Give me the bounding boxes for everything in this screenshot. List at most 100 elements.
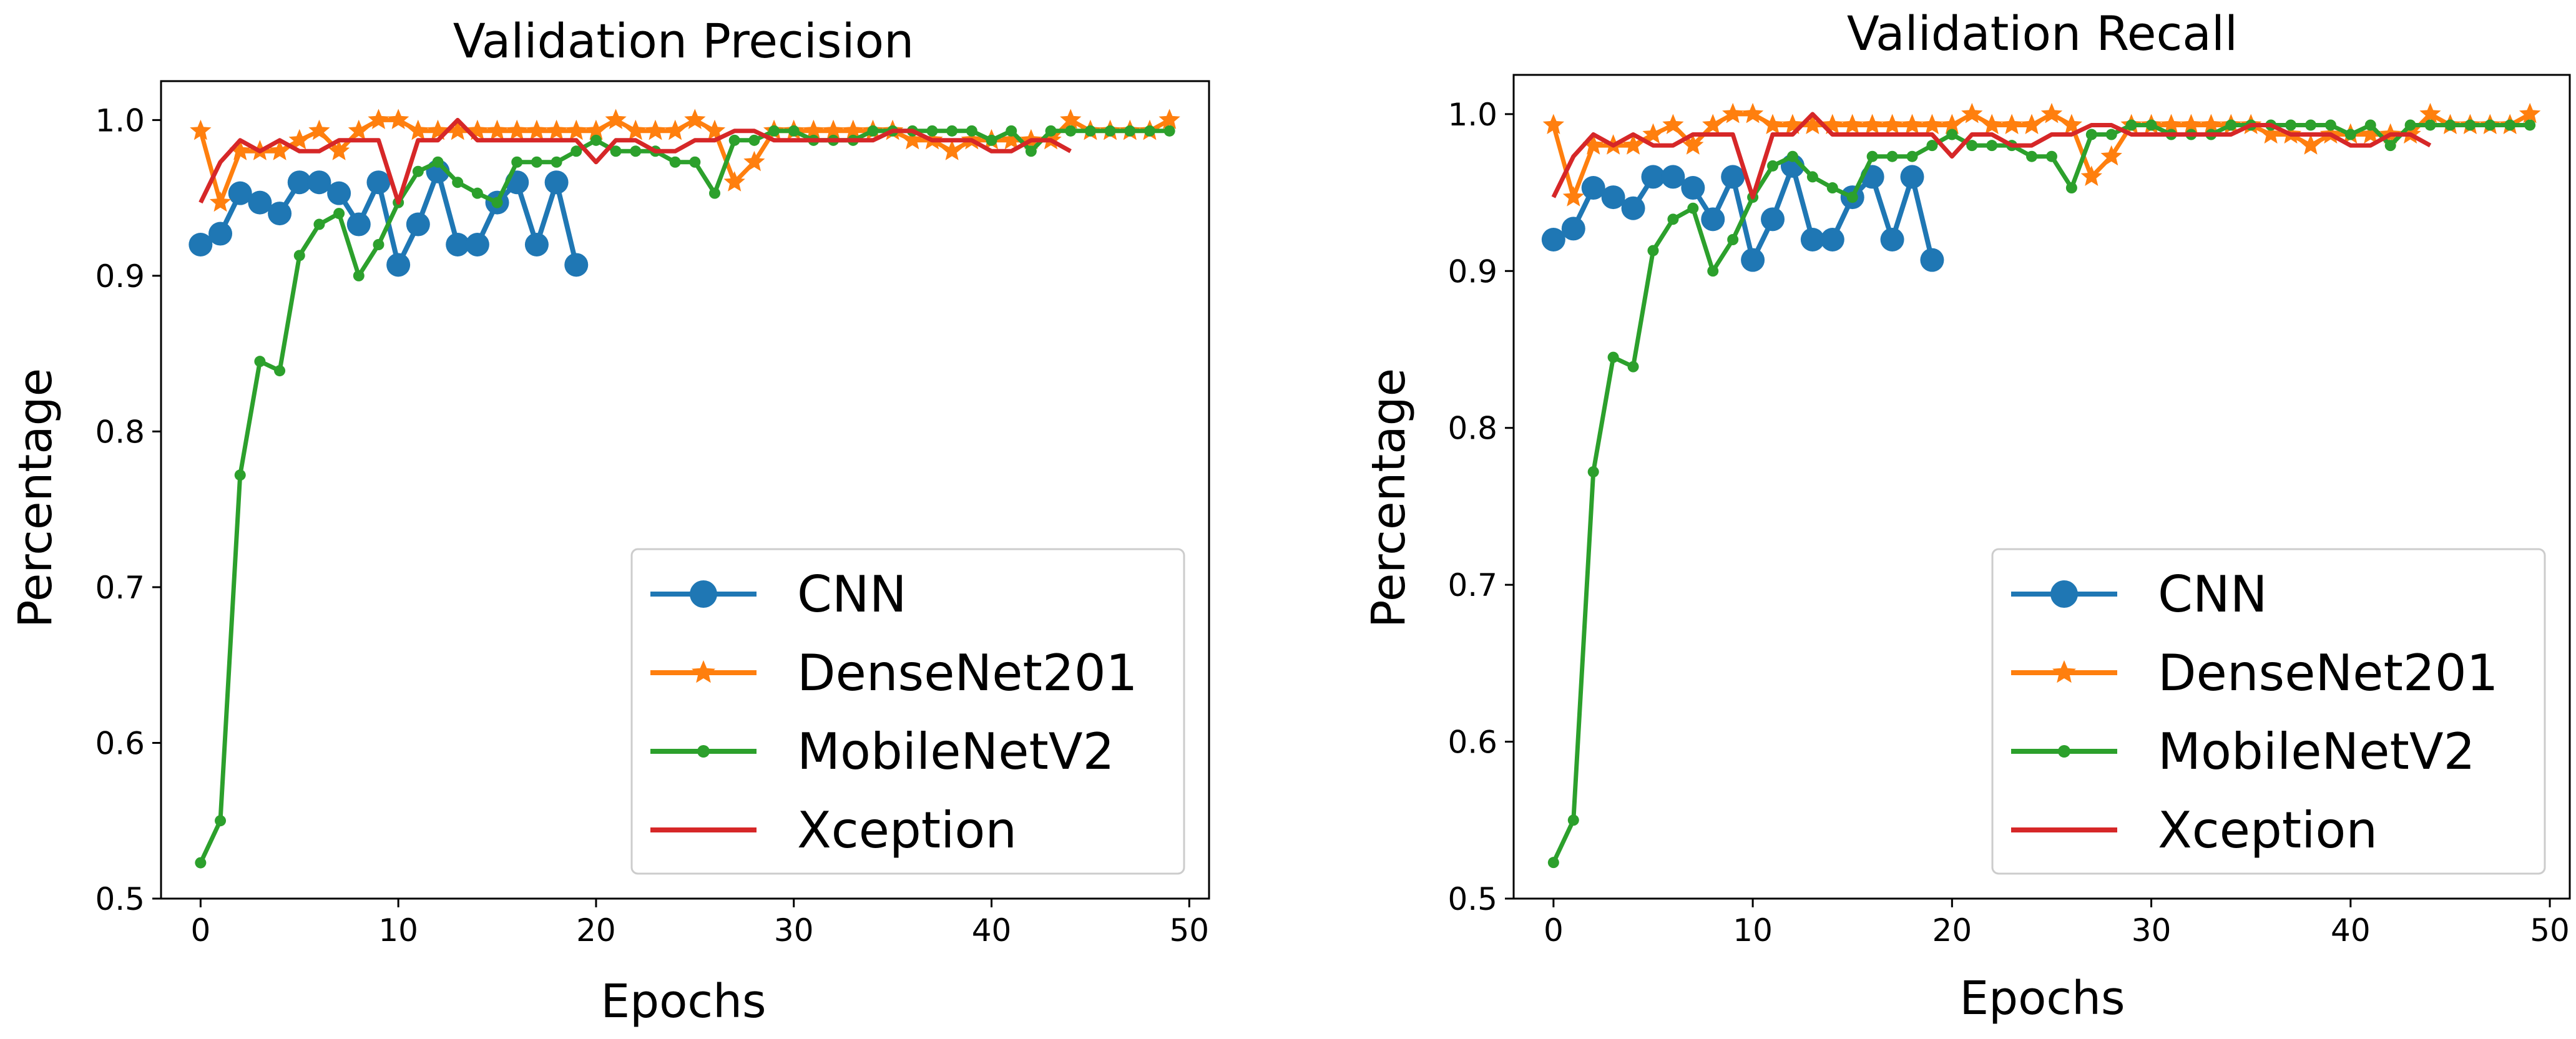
data-point (1806, 171, 1818, 183)
y-tick-label: 0.9 (1447, 253, 1497, 290)
data-point (348, 119, 370, 140)
legend-label: CNN (2158, 565, 2268, 623)
legend: CNN DenseNet201 MobileNetV2 Xception (1991, 548, 2546, 875)
data-point (1722, 102, 1744, 124)
y-tick-label: 0.6 (1447, 724, 1497, 761)
data-point (209, 191, 232, 212)
data-point (2026, 150, 2038, 162)
axes-frame (1512, 74, 2571, 900)
series-cnn (1541, 154, 1944, 272)
data-point (605, 109, 627, 129)
y-tick-label: 0.7 (1447, 567, 1497, 603)
legend-marker (692, 660, 715, 683)
data-point (1562, 186, 1584, 207)
x-tick-label: 50 (2530, 912, 2570, 949)
data-point (946, 125, 958, 137)
data-point (346, 212, 371, 237)
series-xception (1551, 112, 2432, 200)
data-point (2060, 114, 2082, 134)
data-point (368, 109, 389, 129)
data-point (1547, 857, 1559, 869)
data-point (208, 222, 233, 246)
series-line-xception (1551, 112, 2432, 200)
data-point (1741, 248, 1765, 272)
data-point (1627, 361, 1639, 373)
legend-label: MobileNetV2 (797, 723, 1114, 781)
data-point (1866, 150, 1878, 162)
y-axis-title: Percentage (1362, 368, 1416, 628)
data-point (1886, 150, 1898, 162)
series-line-xception (198, 117, 1072, 205)
data-point (228, 181, 252, 205)
data-point (669, 156, 681, 168)
data-point (268, 202, 292, 226)
data-point (269, 140, 291, 160)
data-point (452, 177, 464, 188)
data-point (373, 239, 384, 250)
x-tick-label: 30 (2132, 912, 2172, 949)
data-point (274, 365, 286, 377)
data-point (466, 119, 488, 140)
data-point (2085, 129, 2097, 140)
data-point (1642, 123, 1664, 144)
data-point (590, 134, 602, 146)
data-point (2125, 119, 2137, 131)
legend: CNN DenseNet201 MobileNetV2 Xception (630, 548, 1185, 875)
y-tick-label: 1.0 (95, 102, 145, 139)
data-point (1621, 196, 1645, 220)
data-point (531, 156, 542, 168)
data-point (313, 218, 325, 230)
data-point (465, 233, 489, 256)
data-point (748, 134, 760, 146)
data-point (229, 140, 251, 160)
series-mobilenetv2 (1547, 119, 2536, 869)
data-point (1681, 176, 1705, 200)
data-point (803, 119, 825, 140)
legend-box (630, 548, 1185, 875)
data-point (1846, 192, 1858, 203)
data-point (2484, 119, 2496, 131)
data-point (2299, 134, 2322, 155)
data-point (610, 145, 622, 157)
data-point (664, 119, 686, 140)
data-point (926, 125, 938, 137)
data-point (1961, 102, 1983, 124)
data-point (1060, 109, 1082, 129)
x-tick-label: 0 (1544, 912, 1564, 949)
data-point (524, 233, 549, 256)
data-point (1045, 125, 1057, 137)
data-point (644, 119, 667, 140)
data-point (1687, 202, 1699, 214)
chart-title: Validation Precision (453, 13, 914, 69)
data-point (1761, 207, 1785, 232)
data-point (215, 815, 227, 827)
data-point (432, 156, 444, 168)
legend-label: DenseNet201 (797, 644, 1138, 702)
legend-marker (2050, 580, 2078, 608)
data-point (901, 129, 923, 150)
data-point (1761, 114, 1784, 134)
data-point (1707, 265, 1719, 277)
data-point (195, 857, 207, 869)
data-point (1025, 145, 1037, 157)
x-tick-label: 40 (972, 912, 1012, 949)
data-point (2519, 102, 2541, 124)
data-point (546, 119, 567, 140)
recall-chart: Validation Recall Epochs Percentage 0 10 2… (1362, 6, 2571, 1025)
data-point (288, 129, 310, 150)
data-point (1767, 160, 1779, 172)
data-point (585, 119, 607, 140)
data-point (544, 170, 569, 195)
data-point (526, 119, 547, 140)
data-point (1702, 114, 1724, 134)
y-tick-label: 0.8 (1447, 411, 1497, 447)
data-point (2419, 102, 2441, 124)
data-point (1581, 176, 1605, 200)
data-point (2424, 119, 2436, 131)
y-tick-label: 0.5 (1447, 881, 1497, 917)
data-point (486, 119, 508, 140)
y-tick-label: 0.9 (95, 258, 145, 295)
data-point (2180, 114, 2202, 134)
data-point (941, 140, 963, 160)
data-point (1001, 129, 1022, 150)
